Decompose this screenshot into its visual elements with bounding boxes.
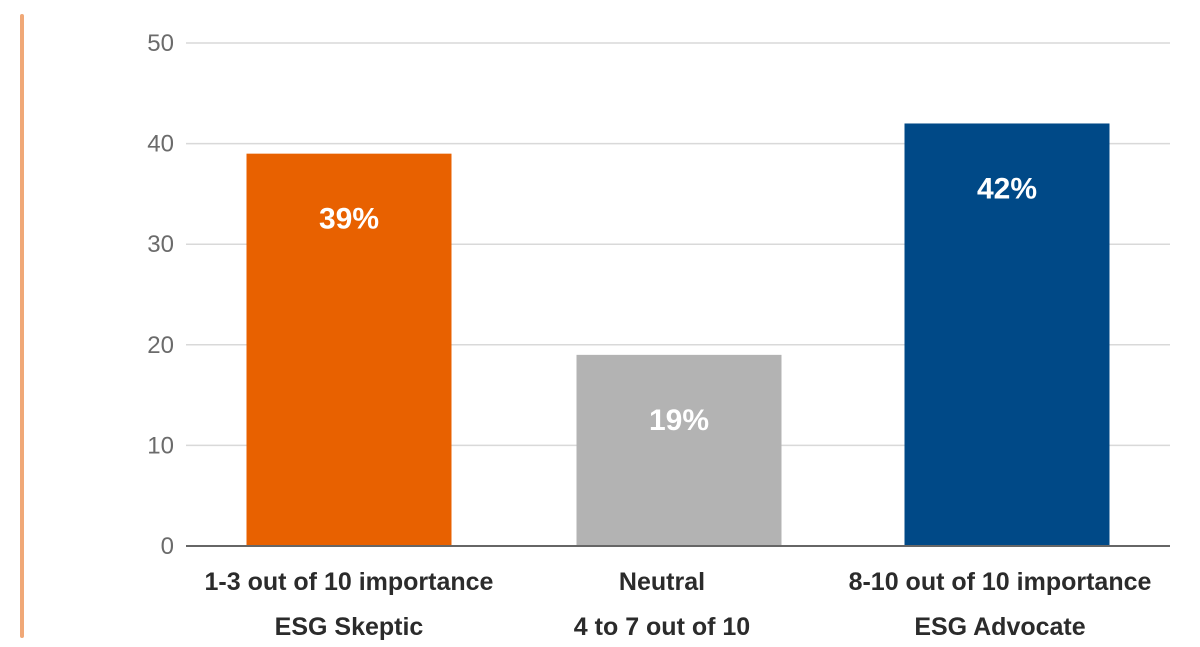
category-label: 4 to 7 out of 10	[574, 613, 750, 641]
bars: 39% 19% 42%	[246, 123, 1110, 546]
y-axis-ticks: 0 10 20 30 40 50	[147, 30, 174, 560]
category-label: Neutral	[619, 568, 705, 596]
category-label: ESG Skeptic	[275, 613, 424, 641]
bar-data-label: 39%	[319, 203, 379, 236]
y-tick-label: 30	[147, 231, 174, 258]
accent-rule	[20, 14, 24, 638]
category-label: 1-3 out of 10 importance	[205, 568, 494, 596]
bar-data-label: 42%	[977, 172, 1037, 205]
y-tick-label: 40	[147, 131, 174, 158]
category-labels: 1-3 out of 10 importance ESG Skeptic Neutr…	[205, 568, 1152, 641]
bar	[246, 153, 452, 546]
category-label: 8-10 out of 10 importance	[849, 568, 1152, 596]
bar	[904, 123, 1110, 546]
y-tick-label: 50	[147, 30, 174, 57]
bar-data-label: 19%	[649, 404, 709, 437]
y-tick-label: 20	[147, 332, 174, 359]
y-tick-label: 0	[161, 533, 174, 560]
category-label: ESG Advocate	[914, 613, 1085, 641]
y-tick-label: 10	[147, 432, 174, 459]
bar	[576, 354, 782, 546]
